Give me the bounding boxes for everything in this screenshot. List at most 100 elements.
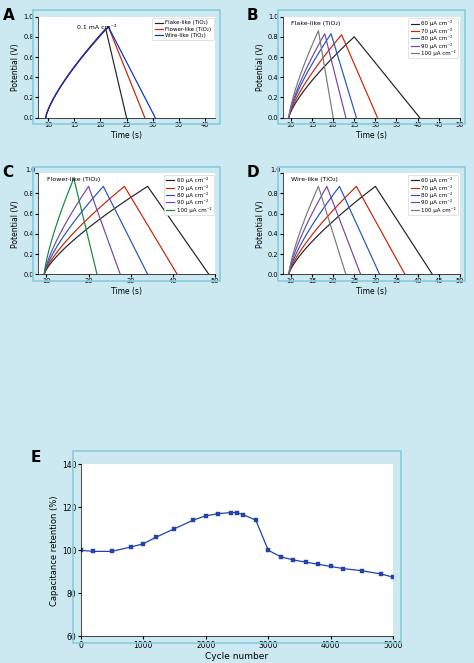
Line: 70 μA cm⁻²: 70 μA cm⁻² xyxy=(44,186,177,274)
Flake-like (TiO₂) xyxy=(67,68,73,76)
X-axis label: Cycle number: Cycle number xyxy=(205,652,269,662)
70 μA cm⁻² xyxy=(369,100,374,108)
Y-axis label: Potential (V): Potential (V) xyxy=(256,200,265,247)
90 μA cm⁻² xyxy=(286,113,292,121)
60 μA cm⁻² xyxy=(321,225,327,233)
80 μA cm⁻² xyxy=(317,210,322,218)
Flake-like (TiO₂) xyxy=(79,53,85,61)
80 μA cm⁻² xyxy=(137,256,143,264)
Line: 70 μA cm⁻²: 70 μA cm⁻² xyxy=(289,186,405,274)
60 μA cm⁻² xyxy=(417,113,422,121)
90 μA cm⁻² xyxy=(288,105,293,113)
Line: 90 μA cm⁻²: 90 μA cm⁻² xyxy=(289,34,346,117)
100 μA cm⁻² xyxy=(330,113,336,121)
Text: Wire-like (TiO₂): Wire-like (TiO₂) xyxy=(292,177,338,182)
90 μA cm⁻² xyxy=(322,30,328,38)
Wire-like (TiO₂) xyxy=(49,98,55,106)
70 μA cm⁻² xyxy=(313,225,319,233)
90 μA cm⁻² xyxy=(301,225,307,233)
80 μA cm⁻² xyxy=(360,233,366,241)
Line: 60 μA cm⁻²: 60 μA cm⁻² xyxy=(289,36,419,117)
Flake-like (TiO₂) xyxy=(124,113,129,121)
80 μA cm⁻² xyxy=(100,182,106,190)
100 μA cm⁻² xyxy=(328,99,334,107)
Wire-like (TiO₂) xyxy=(68,68,74,76)
100 μA cm⁻² xyxy=(91,255,96,263)
60 μA cm⁻² xyxy=(206,271,212,278)
100 μA cm⁻² xyxy=(41,271,47,278)
100 μA cm⁻² xyxy=(59,205,65,213)
100 μA cm⁻² xyxy=(298,70,304,78)
80 μA cm⁻² xyxy=(288,105,293,113)
90 μA cm⁻² xyxy=(59,225,65,233)
90 μA cm⁻² xyxy=(324,182,330,190)
Legend: 60 μA cm⁻², 70 μA cm⁻², 80 μA cm⁻², 90 μA cm⁻², 100 μA cm⁻²: 60 μA cm⁻², 70 μA cm⁻², 80 μA cm⁻², 90 μ… xyxy=(409,19,458,58)
60 μA cm⁻² xyxy=(373,182,378,190)
100 μA cm⁻² xyxy=(44,254,50,262)
Text: E: E xyxy=(30,450,41,465)
70 μA cm⁻² xyxy=(74,225,80,233)
100 μA cm⁻² xyxy=(331,233,337,241)
70 μA cm⁻² xyxy=(289,262,295,270)
70 μA cm⁻² xyxy=(374,113,380,121)
80 μA cm⁻² xyxy=(307,225,312,233)
Line: 80 μA cm⁻²: 80 μA cm⁻² xyxy=(289,34,356,117)
Line: 100 μA cm⁻²: 100 μA cm⁻² xyxy=(289,186,346,274)
Line: 80 μA cm⁻²: 80 μA cm⁻² xyxy=(289,186,380,274)
70 μA cm⁻² xyxy=(41,271,47,278)
100 μA cm⁻² xyxy=(304,210,310,218)
70 μA cm⁻² xyxy=(360,79,365,87)
Y-axis label: Potential (V): Potential (V) xyxy=(11,200,20,247)
Flower-like (TiO₂) xyxy=(46,105,51,113)
Line: 60 μA cm⁻²: 60 μA cm⁻² xyxy=(289,186,432,274)
100 μA cm⁻² xyxy=(304,54,310,62)
90 μA cm⁻² xyxy=(112,256,118,264)
60 μA cm⁻² xyxy=(104,210,109,218)
80 μA cm⁻² xyxy=(145,271,150,278)
70 μA cm⁻² xyxy=(45,262,51,270)
100 μA cm⁻² xyxy=(84,230,90,238)
80 μA cm⁻² xyxy=(127,233,132,241)
Flake-like (TiO₂) xyxy=(43,113,48,121)
X-axis label: Time (s): Time (s) xyxy=(356,131,387,140)
Flower-like (TiO₂) xyxy=(68,68,74,76)
70 μA cm⁻² xyxy=(308,72,313,80)
70 μA cm⁻² xyxy=(286,271,292,278)
90 μA cm⁻² xyxy=(301,71,306,79)
60 μA cm⁻² xyxy=(351,32,357,40)
Flower-like (TiO₂) xyxy=(105,23,111,30)
90 μA cm⁻² xyxy=(343,113,349,121)
Flower-like (TiO₂) xyxy=(81,52,86,60)
100 μA cm⁻² xyxy=(287,262,293,270)
80 μA cm⁻² xyxy=(44,262,50,270)
60 μA cm⁻² xyxy=(83,225,89,233)
Wire-like (TiO₂) xyxy=(43,113,48,121)
100 μA cm⁻² xyxy=(289,99,294,107)
Line: 90 μA cm⁻²: 90 μA cm⁻² xyxy=(289,186,361,274)
Line: 80 μA cm⁻²: 80 μA cm⁻² xyxy=(44,186,147,274)
Y-axis label: Potential (V): Potential (V) xyxy=(11,43,20,91)
60 μA cm⁻² xyxy=(406,101,412,109)
60 μA cm⁻² xyxy=(290,262,296,270)
100 μA cm⁻² xyxy=(286,113,292,121)
60 μA cm⁻² xyxy=(338,210,344,218)
100 μA cm⁻² xyxy=(338,256,344,264)
70 μA cm⁻² xyxy=(174,271,180,278)
80 μA cm⁻² xyxy=(377,271,383,278)
90 μA cm⁻² xyxy=(308,56,313,64)
70 μA cm⁻² xyxy=(288,105,294,113)
80 μA cm⁻² xyxy=(41,271,47,278)
60 μA cm⁻² xyxy=(406,233,411,241)
90 μA cm⁻² xyxy=(358,271,364,278)
Legend: 60 μA cm⁻², 70 μA cm⁻², 80 μA cm⁻², 90 μA cm⁻², 100 μA cm⁻²: 60 μA cm⁻², 70 μA cm⁻², 80 μA cm⁻², 90 μ… xyxy=(164,175,213,215)
90 μA cm⁻² xyxy=(68,210,74,218)
90 μA cm⁻² xyxy=(41,271,47,278)
60 μA cm⁻² xyxy=(429,271,435,278)
Wire-like (TiO₂) xyxy=(105,23,111,30)
100 μA cm⁻² xyxy=(324,78,330,86)
Legend: Flake-like (TiO₂), Flower-like (TiO₂), Wire-like (TiO₂): Flake-like (TiO₂), Flower-like (TiO₂), W… xyxy=(152,19,213,40)
Line: 100 μA cm⁻²: 100 μA cm⁻² xyxy=(289,30,333,117)
80 μA cm⁻² xyxy=(311,56,317,64)
90 μA cm⁻² xyxy=(46,255,51,263)
70 μA cm⁻² xyxy=(286,113,292,121)
